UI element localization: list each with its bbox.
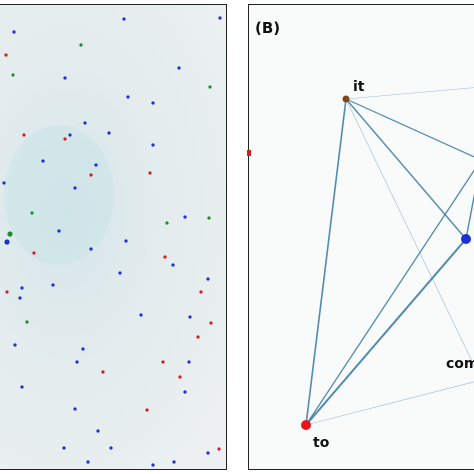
node-label-com: com — [446, 356, 474, 372]
panel-a-scatter — [2, 16, 222, 467]
scatter-dot — [68, 133, 72, 137]
scatter-dot — [4, 239, 10, 245]
network-edge — [305, 381, 474, 426]
scatter-dot — [161, 360, 165, 364]
scatter-dot — [73, 407, 77, 411]
scatter-dot — [12, 30, 16, 34]
network-edge — [345, 98, 474, 158]
scatter-dot — [188, 315, 192, 319]
scatter-dot — [79, 43, 83, 47]
scatter-dot — [209, 321, 213, 325]
scatter-dot — [163, 255, 167, 259]
scatter-dot — [124, 239, 128, 243]
scatter-dot — [89, 173, 93, 177]
scatter-dot — [109, 446, 113, 450]
scatter-dot — [177, 66, 181, 70]
scatter-dot — [5, 290, 9, 294]
scatter-dot — [187, 360, 191, 364]
scatter-dot — [126, 95, 130, 99]
network-edge — [345, 98, 474, 367]
scatter-dot — [62, 446, 66, 450]
scatter-dot — [2, 181, 6, 185]
scatter-dot — [148, 171, 152, 175]
node-to — [301, 420, 311, 430]
network-edge — [305, 238, 467, 426]
scatter-dot — [83, 121, 87, 125]
scatter-dot — [4, 53, 8, 57]
scatter-dot — [18, 296, 22, 300]
scatter-dot — [183, 390, 187, 394]
scatter-dot — [199, 290, 203, 294]
scatter-dot — [196, 335, 200, 339]
scatter-dot — [151, 463, 155, 467]
scatter-dot — [51, 283, 55, 287]
scatter-dot — [75, 360, 79, 364]
panel-b: (B) it to com — [248, 4, 474, 470]
panel-a — [0, 4, 227, 470]
scatter-dot — [151, 101, 155, 105]
scatter-dot — [171, 263, 175, 267]
scatter-dot — [11, 73, 15, 77]
scatter-dot — [20, 385, 24, 389]
scatter-dot — [208, 85, 212, 89]
network-edge — [345, 87, 474, 100]
scatter-dot — [13, 343, 17, 347]
scatter-dot — [139, 313, 143, 317]
scatter-dot — [207, 216, 211, 220]
scatter-dot — [107, 131, 111, 135]
network-nodes — [301, 95, 471, 430]
network-edge — [305, 98, 347, 426]
scatter-dot — [118, 271, 122, 275]
scatter-dot — [122, 17, 126, 21]
scatter-dot — [86, 460, 90, 464]
scatter-dot — [165, 221, 169, 225]
scatter-dot — [32, 251, 36, 255]
panel-b-label: (B) — [255, 19, 281, 37]
scatter-dot — [94, 163, 98, 167]
network-edges — [305, 87, 474, 426]
scatter-dot — [89, 247, 93, 251]
scatter-dot — [63, 137, 67, 141]
node-blue — [461, 234, 471, 244]
scatter-dot — [217, 447, 221, 451]
scatter-dot — [30, 211, 34, 215]
scatter-dot — [172, 460, 176, 464]
node-label-it: it — [353, 79, 365, 95]
scatter-dot — [73, 186, 77, 190]
scatter-dot — [41, 159, 45, 163]
scatter-dot — [96, 429, 100, 433]
scatter-dot — [206, 451, 210, 455]
scatter-dot — [178, 375, 182, 379]
node-label-to: to — [313, 435, 330, 451]
scatter-dot — [206, 277, 210, 281]
network-edge — [305, 169, 474, 426]
scatter-dot — [22, 133, 26, 137]
network-edge — [345, 98, 467, 240]
scatter-dot — [183, 215, 187, 219]
scatter-dot — [63, 76, 67, 80]
stray-red-mark — [247, 150, 251, 156]
scatter-dot — [145, 408, 149, 412]
scatter-dot — [151, 143, 155, 147]
scatter-dot — [20, 286, 24, 290]
background-glow — [4, 125, 114, 265]
scatter-dot — [81, 347, 85, 351]
scatter-dot — [25, 320, 29, 324]
scatter-dot — [101, 370, 105, 374]
node-it — [342, 95, 350, 103]
scatter-dot — [57, 229, 61, 233]
panel-b-network: it to com — [301, 79, 474, 451]
scatter-dot — [218, 16, 222, 20]
scatter-dot — [7, 231, 13, 237]
